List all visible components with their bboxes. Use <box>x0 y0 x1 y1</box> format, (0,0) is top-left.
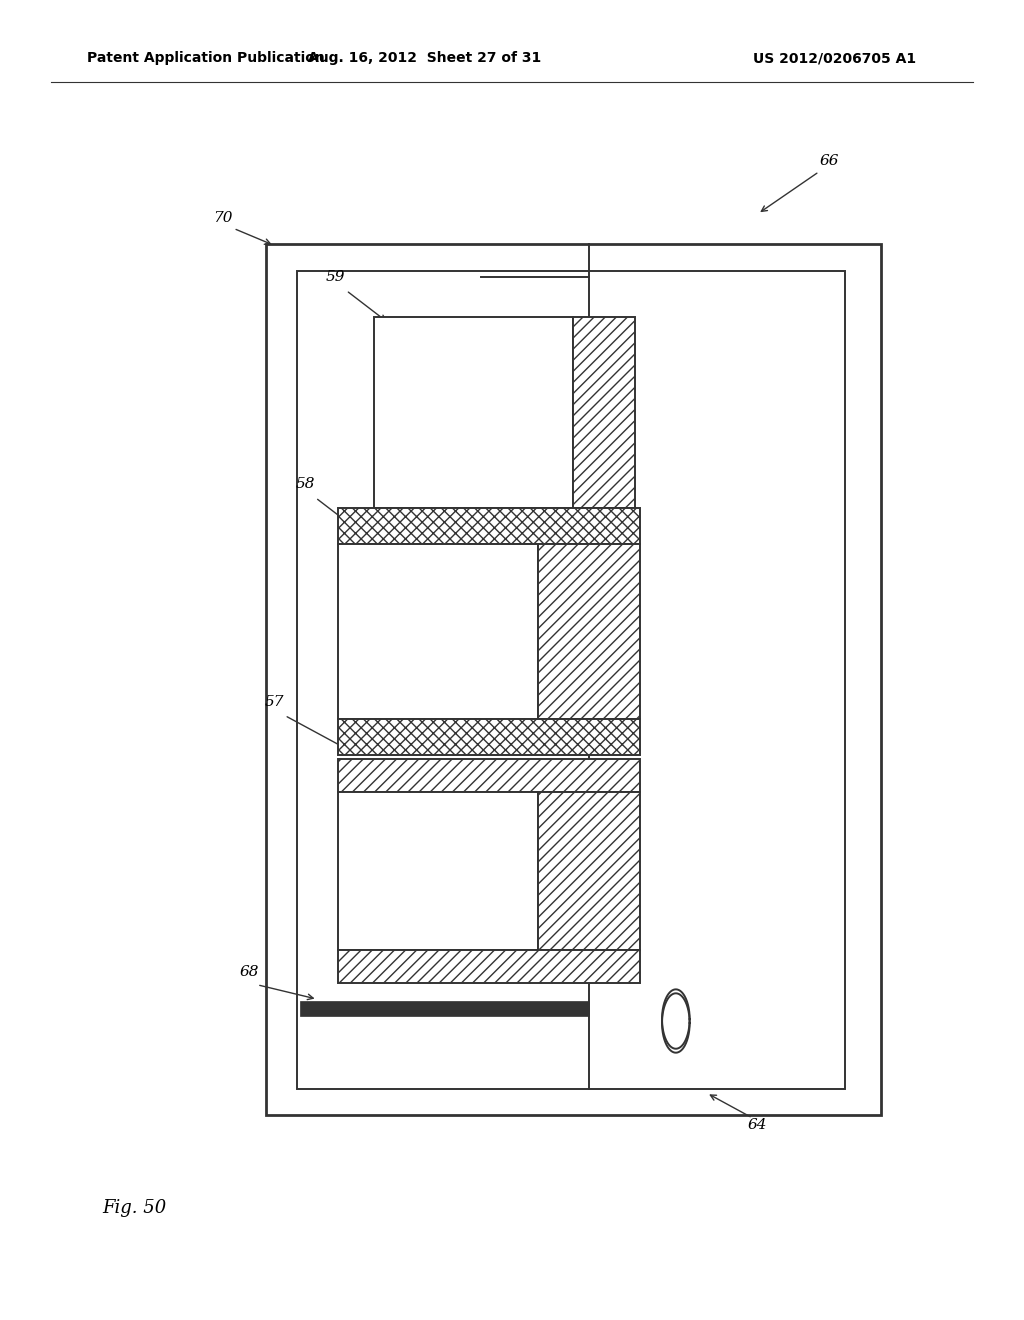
Bar <box>338 792 538 950</box>
Text: 59: 59 <box>326 271 346 284</box>
Text: 70: 70 <box>213 211 233 224</box>
Text: 57: 57 <box>264 696 285 709</box>
Text: SAMPLE 2: SAMPLE 2 <box>361 602 372 663</box>
Text: Patent Application Publication: Patent Application Publication <box>87 51 325 65</box>
Bar <box>338 508 640 544</box>
Bar <box>538 544 640 719</box>
Bar <box>338 759 640 792</box>
Text: 58: 58 <box>295 478 315 491</box>
Bar <box>374 317 573 508</box>
Text: Fig. 50: Fig. 50 <box>102 1199 167 1217</box>
Bar <box>338 719 640 755</box>
Bar <box>266 244 881 1115</box>
Bar <box>338 544 538 719</box>
Text: 68: 68 <box>239 965 259 978</box>
Bar <box>300 1001 589 1016</box>
Bar <box>573 317 635 508</box>
Text: 66: 66 <box>819 154 840 168</box>
Text: SAMPLE 3: SAMPLE 3 <box>399 381 410 442</box>
Text: 64: 64 <box>748 1118 768 1131</box>
Text: US 2012/0206705 A1: US 2012/0206705 A1 <box>754 51 916 65</box>
Text: SAMPLE 1: SAMPLE 1 <box>361 841 372 902</box>
Bar <box>297 271 845 1089</box>
Bar <box>338 950 640 983</box>
Text: Aug. 16, 2012  Sheet 27 of 31: Aug. 16, 2012 Sheet 27 of 31 <box>308 51 542 65</box>
Bar <box>538 792 640 950</box>
